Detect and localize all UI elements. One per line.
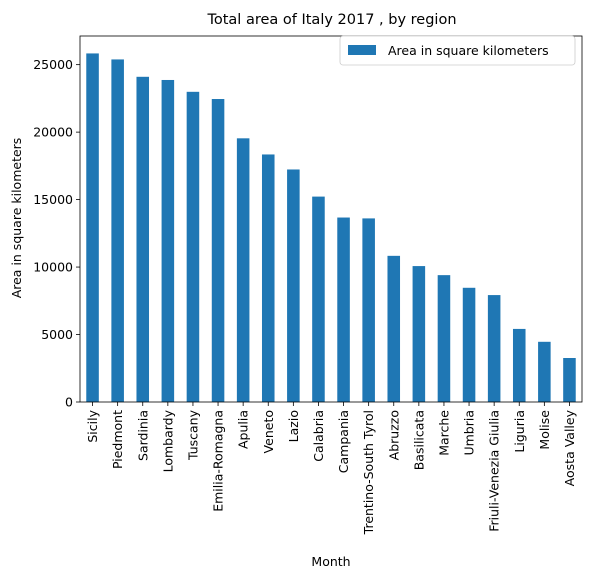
x-axis-label: Month [311,554,350,569]
x-tick-label: Liguria [512,410,527,453]
x-tick-label: Molise [537,410,552,450]
chart-title: Total area of Italy 2017 , by region [206,12,456,28]
y-tick-label: 0 [65,395,73,410]
bar [512,328,526,402]
bar [387,255,401,402]
bar [563,358,576,402]
x-tick-label: Trentino-South Tyrol [361,410,376,535]
bar [111,59,124,403]
y-tick-label: 10000 [33,260,73,275]
bar [462,287,476,402]
x-tick-label: Apulia [236,410,251,449]
bar [362,218,375,402]
bar [538,341,551,402]
bar [412,266,426,402]
legend-label: Area in square kilometers [388,43,549,58]
x-tick-label: Tuscany [185,409,200,461]
x-tick-label: Emilia-Romagna [211,410,226,512]
legend: Area in square kilometers [339,35,576,66]
x-tick-label: Campania [336,410,351,473]
x-tick-label: Lazio [286,410,301,442]
plot-area: 0 5000 10000 15000 20000 25000 Sicily Piedmont S… [33,35,583,535]
x-tick-label: Veneto [261,410,276,453]
bar [487,295,501,402]
x-tick-label: Marche [436,410,451,456]
legend-swatch [348,45,376,55]
y-axis-label: Area in square kilometers [9,138,24,299]
bar [136,76,150,403]
bar [261,154,275,402]
y-tick-label: 5000 [41,327,73,342]
axes-frame [79,35,583,403]
bar [161,79,175,402]
bar [337,217,350,402]
x-tick-label: Lombardy [160,409,175,472]
bar [211,99,225,403]
legend-box [339,35,576,66]
bar [312,196,325,402]
x-tick-label: Sardinia [135,410,150,461]
bar [437,275,451,402]
x-tick-label: Calabria [311,410,326,462]
y-tick-label: 15000 [33,192,73,207]
y-tick-label: 25000 [33,57,73,72]
bar [236,138,250,402]
x-tick-label: Umbria [462,410,477,456]
bar [287,169,300,402]
x-tick-label: Piedmont [110,410,125,469]
x-tick-label: Aosta Valley [562,409,577,486]
bar [186,91,200,402]
x-tick-label: Friuli-Venezia Giulia [487,410,502,532]
x-tick-label: Basilicata [411,410,426,470]
bar [86,53,99,403]
x-tick-label: Abruzzo [386,410,401,460]
y-tick-label: 20000 [33,125,73,140]
x-tick-label: Sicily [85,409,100,442]
